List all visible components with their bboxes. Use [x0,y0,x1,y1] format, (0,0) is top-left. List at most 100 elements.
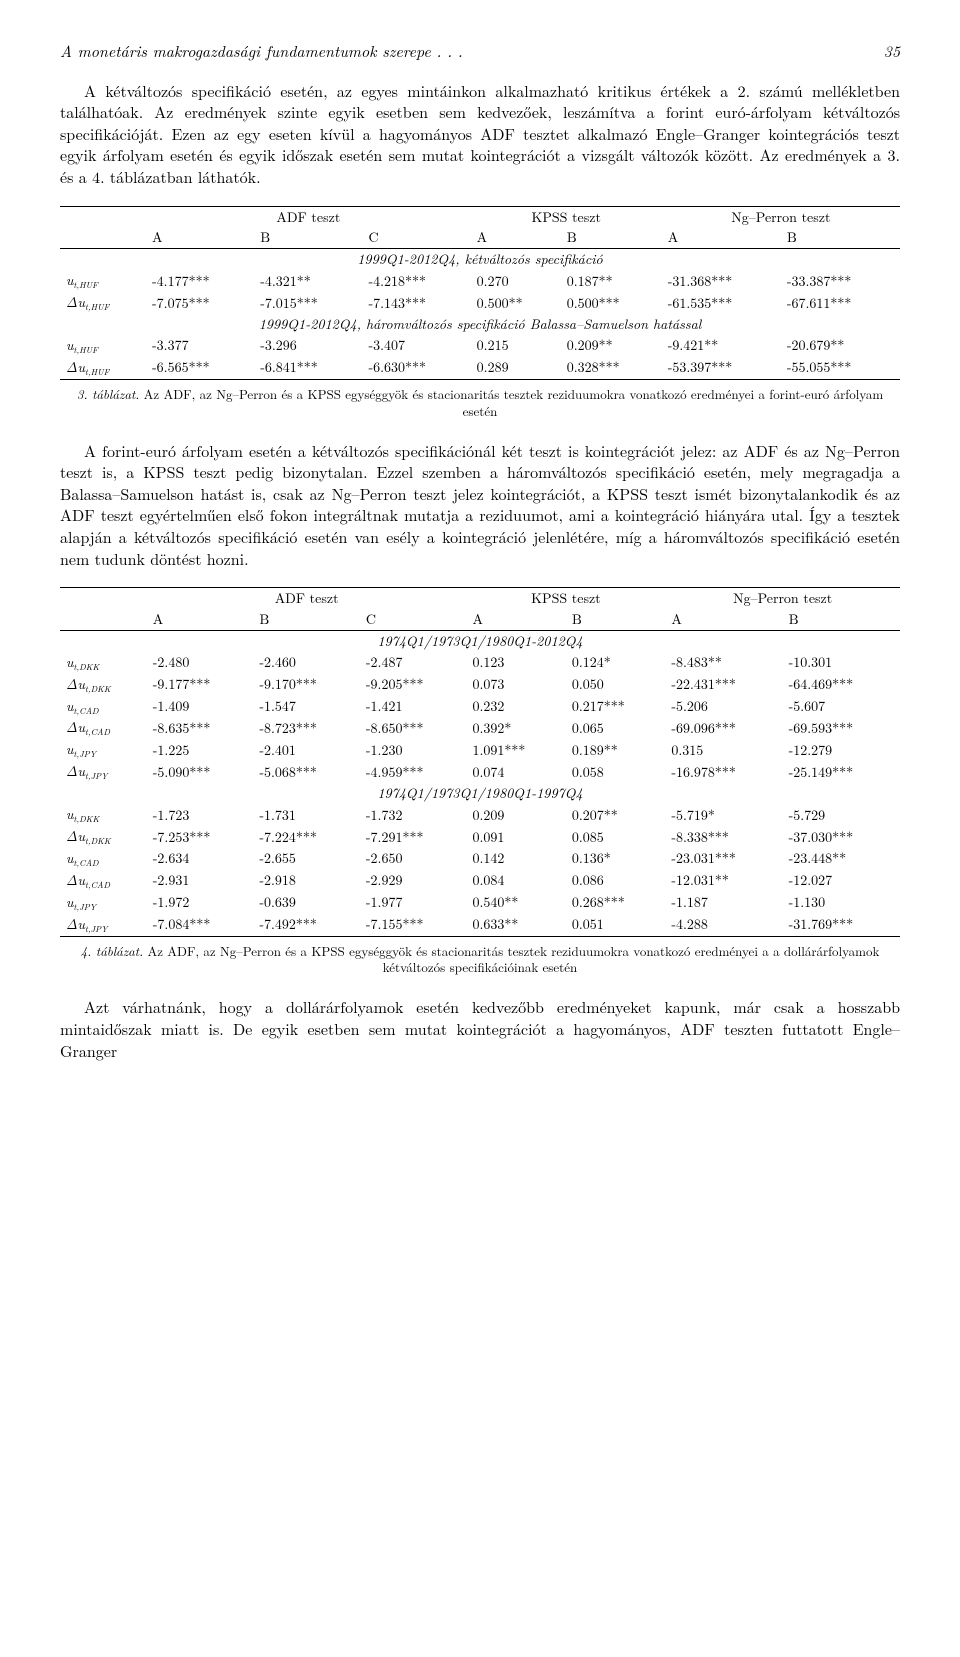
col-header-row: ABCABAB [60,227,900,248]
col-header: B [561,227,662,248]
cell: -1.977 [360,892,467,914]
table-row: Δut,HUF-6.565***-6.841***-6.630***0.2890… [60,357,900,379]
cell: -9.205*** [360,674,467,696]
cell: -31.368*** [662,270,781,292]
cell: 0.289 [471,357,561,379]
running-header: A monetáris makrogazdasági fundamentumok… [60,40,900,62]
group-header: Ng–Perron teszt [662,206,900,227]
cell: -7.224*** [253,826,360,848]
section-title: 1999Q1-2012Q4, háromváltozós specifikáci… [60,314,900,335]
row-label: Δut,CAD [60,717,147,739]
paragraph-3: Azt várhatnánk, hogy a dollárárfolyamok … [60,996,900,1061]
row-label: ut,DKK [60,804,147,826]
cell: 0.073 [466,674,565,696]
cell: 0.315 [665,739,782,761]
table4-section2: ut,DKK-1.723-1.731-1.7320.2090.207**-5.7… [60,804,900,936]
col-header: B [566,609,665,630]
cell: 0.633** [466,914,565,936]
cell: -69.593*** [783,717,900,739]
cell: -6.565*** [146,357,254,379]
col-header: B [783,609,900,630]
cell: -7.075*** [146,292,254,314]
row-label: ut,JPY [60,739,147,761]
cell: 0.540** [466,892,565,914]
group-header: ADF teszt [147,588,467,609]
row-label: Δut,HUF [60,357,146,379]
table-row: Δut,JPY-7.084***-7.492***-7.155***0.633*… [60,914,900,936]
col-header: A [662,227,781,248]
cell: -1.723 [147,804,254,826]
col-header: B [253,609,360,630]
section-title: 1974Q1/1973Q1/1980Q1-2012Q4 [60,630,900,651]
section-title: 1999Q1-2012Q4, kétváltozós specifikáció [60,249,900,270]
cell: -5.090*** [147,761,254,783]
cell: -5.607 [783,696,900,718]
cell: -12.031** [665,870,782,892]
cell: -10.301 [783,652,900,674]
row-label: Δut,DKK [60,826,147,848]
row-label: ut,CAD [60,696,147,718]
cell: 0.058 [566,761,665,783]
cell: 0.051 [566,914,665,936]
cell: -4.321** [254,270,362,292]
table-3-caption: 3. táblázat. Az ADF, az Ng–Perron és a K… [60,386,900,420]
cell: 0.091 [466,826,565,848]
page-number: 35 [884,40,900,62]
cell: -3.407 [362,335,470,357]
table3-section2: ut,HUF-3.377-3.296-3.4070.2150.209**-9.4… [60,335,900,379]
table-row: ut,JPY-1.225-2.401-1.2301.091***0.189**0… [60,739,900,761]
running-title: A monetáris makrogazdasági fundamentumok… [60,40,463,62]
cell: 0.136* [566,848,665,870]
cell: 0.500** [471,292,561,314]
table-row: Δut,DKK-7.253***-7.224***-7.291***0.0910… [60,826,900,848]
table-row: ut,DKK-2.480-2.460-2.4870.1230.124*-8.48… [60,652,900,674]
col-header: C [362,227,470,248]
cell: 0.268*** [566,892,665,914]
row-label: ut,DKK [60,652,147,674]
cell: -7.155*** [360,914,467,936]
cell: 0.328*** [561,357,662,379]
cell: -7.143*** [362,292,470,314]
cell: 0.085 [566,826,665,848]
table-row: Δut,DKK-9.177***-9.170***-9.205***0.0730… [60,674,900,696]
row-label: Δut,HUF [60,292,146,314]
col-header: B [781,227,900,248]
row-label: Δut,CAD [60,870,147,892]
cell: 0.207** [566,804,665,826]
table-row: ut,CAD-1.409-1.547-1.4210.2320.217***-5.… [60,696,900,718]
table-row: Δut,CAD-8.635***-8.723***-8.650***0.392*… [60,717,900,739]
cell: -5.068*** [253,761,360,783]
row-label: ut,HUF [60,335,146,357]
cell: -7.492*** [253,914,360,936]
cell: -2.918 [253,870,360,892]
cell: 0.142 [466,848,565,870]
cell: -12.027 [783,870,900,892]
cell: -12.279 [783,739,900,761]
cell: -5.206 [665,696,782,718]
cell: -25.149*** [783,761,900,783]
cell: -4.177*** [146,270,254,292]
table-4: ADF teszt KPSS teszt Ng–Perron teszt ABC… [60,587,900,936]
cell: -16.978*** [665,761,782,783]
caption-lead: 3. táblázat. [77,384,139,403]
cell: -31.769*** [783,914,900,936]
cell: 0.187** [561,270,662,292]
cell: -9.421** [662,335,781,357]
cell: -7.015*** [254,292,362,314]
cell: -1.732 [360,804,467,826]
col-header [60,227,146,248]
caption-lead: 4. táblázat. [81,941,143,960]
row-label: ut,CAD [60,848,147,870]
cell: -2.931 [147,870,254,892]
cell: -22.431*** [665,674,782,696]
cell: 0.209** [561,335,662,357]
cell: -6.630*** [362,357,470,379]
section-title: 1974Q1/1973Q1/1980Q1-1997Q4 [60,783,900,804]
cell: -3.296 [254,335,362,357]
cell: -61.535*** [662,292,781,314]
cell: -1.130 [783,892,900,914]
cell: -67.611*** [781,292,900,314]
table-row: Δut,JPY-5.090***-5.068***-4.959***0.0740… [60,761,900,783]
cell: -8.723*** [253,717,360,739]
cell: 0.123 [466,652,565,674]
